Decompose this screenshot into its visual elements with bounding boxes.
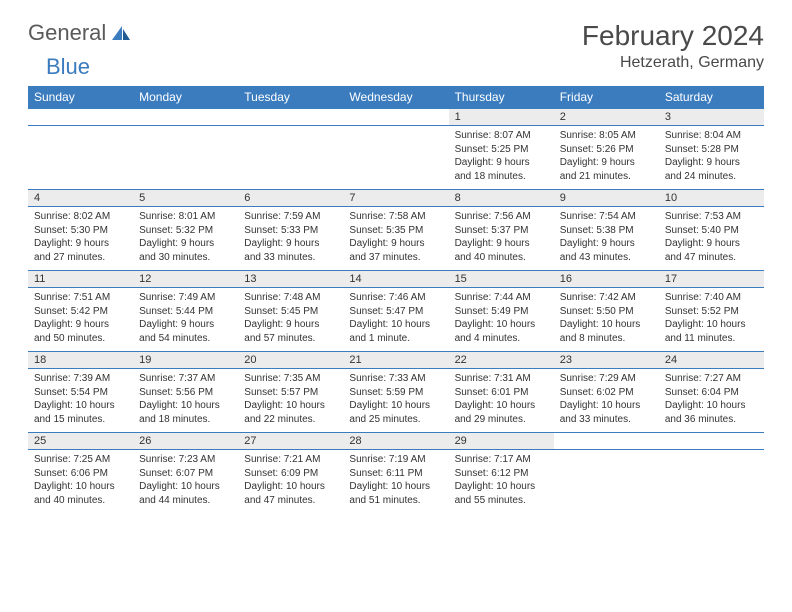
logo: General xyxy=(28,20,136,46)
day-number-cell: 28 xyxy=(343,433,448,450)
day-number-cell: 13 xyxy=(238,271,343,288)
day-header: Wednesday xyxy=(343,86,448,109)
day-header: Saturday xyxy=(659,86,764,109)
day-number-cell: 26 xyxy=(133,433,238,450)
day-number-cell: 23 xyxy=(554,352,659,369)
day-detail-cell: Sunrise: 7:31 AMSunset: 6:01 PMDaylight:… xyxy=(449,369,554,433)
day-detail-cell: Sunrise: 7:17 AMSunset: 6:12 PMDaylight:… xyxy=(449,450,554,514)
day-detail-cell: Sunrise: 7:40 AMSunset: 5:52 PMDaylight:… xyxy=(659,288,764,352)
calendar-table: SundayMondayTuesdayWednesdayThursdayFrid… xyxy=(28,86,764,513)
day-number-cell: 1 xyxy=(449,109,554,126)
title-block: February 2024 Hetzerath, Germany xyxy=(582,20,764,72)
day-number-cell: 18 xyxy=(28,352,133,369)
day-detail-cell: Sunrise: 7:44 AMSunset: 5:49 PMDaylight:… xyxy=(449,288,554,352)
location: Hetzerath, Germany xyxy=(582,54,764,72)
day-detail-cell: Sunrise: 7:58 AMSunset: 5:35 PMDaylight:… xyxy=(343,207,448,271)
day-detail-cell: Sunrise: 7:35 AMSunset: 5:57 PMDaylight:… xyxy=(238,369,343,433)
day-detail-cell: Sunrise: 7:49 AMSunset: 5:44 PMDaylight:… xyxy=(133,288,238,352)
day-detail-cell: Sunrise: 7:53 AMSunset: 5:40 PMDaylight:… xyxy=(659,207,764,271)
day-detail-cell xyxy=(28,126,133,190)
day-detail-cell: Sunrise: 7:33 AMSunset: 5:59 PMDaylight:… xyxy=(343,369,448,433)
day-number-cell xyxy=(554,433,659,450)
day-number-cell: 15 xyxy=(449,271,554,288)
day-detail-cell xyxy=(238,126,343,190)
day-number-cell: 29 xyxy=(449,433,554,450)
day-number-cell xyxy=(659,433,764,450)
logo-text-general: General xyxy=(28,20,106,46)
day-detail-cell: Sunrise: 8:01 AMSunset: 5:32 PMDaylight:… xyxy=(133,207,238,271)
day-number-cell xyxy=(343,109,448,126)
day-detail-cell: Sunrise: 7:39 AMSunset: 5:54 PMDaylight:… xyxy=(28,369,133,433)
day-detail-cell: Sunrise: 7:29 AMSunset: 6:02 PMDaylight:… xyxy=(554,369,659,433)
day-detail-cell: Sunrise: 7:59 AMSunset: 5:33 PMDaylight:… xyxy=(238,207,343,271)
day-number-cell: 27 xyxy=(238,433,343,450)
day-detail-cell: Sunrise: 7:42 AMSunset: 5:50 PMDaylight:… xyxy=(554,288,659,352)
day-detail-cell xyxy=(554,450,659,514)
day-number-cell: 20 xyxy=(238,352,343,369)
day-header: Sunday xyxy=(28,86,133,109)
calendar-page: General February 2024 Hetzerath, Germany… xyxy=(0,0,792,533)
day-number-cell: 9 xyxy=(554,190,659,207)
day-detail-cell: Sunrise: 8:02 AMSunset: 5:30 PMDaylight:… xyxy=(28,207,133,271)
day-detail-cell: Sunrise: 7:56 AMSunset: 5:37 PMDaylight:… xyxy=(449,207,554,271)
day-detail-cell: Sunrise: 8:05 AMSunset: 5:26 PMDaylight:… xyxy=(554,126,659,190)
day-detail-cell xyxy=(659,450,764,514)
day-detail-cell: Sunrise: 7:21 AMSunset: 6:09 PMDaylight:… xyxy=(238,450,343,514)
day-detail-cell: Sunrise: 7:25 AMSunset: 6:06 PMDaylight:… xyxy=(28,450,133,514)
day-number-cell: 22 xyxy=(449,352,554,369)
day-number-cell: 21 xyxy=(343,352,448,369)
day-number-cell: 10 xyxy=(659,190,764,207)
day-number-cell: 17 xyxy=(659,271,764,288)
day-header: Tuesday xyxy=(238,86,343,109)
day-detail-cell xyxy=(343,126,448,190)
calendar-header-row: SundayMondayTuesdayWednesdayThursdayFrid… xyxy=(28,86,764,109)
day-number-cell: 3 xyxy=(659,109,764,126)
day-number-cell xyxy=(238,109,343,126)
day-detail-cell: Sunrise: 7:23 AMSunset: 6:07 PMDaylight:… xyxy=(133,450,238,514)
day-number-cell: 11 xyxy=(28,271,133,288)
day-number-cell: 6 xyxy=(238,190,343,207)
day-number-cell xyxy=(28,109,133,126)
day-number-cell: 4 xyxy=(28,190,133,207)
day-detail-cell: Sunrise: 7:37 AMSunset: 5:56 PMDaylight:… xyxy=(133,369,238,433)
day-detail-cell: Sunrise: 7:54 AMSunset: 5:38 PMDaylight:… xyxy=(554,207,659,271)
day-header: Thursday xyxy=(449,86,554,109)
month-title: February 2024 xyxy=(582,20,764,52)
calendar-body: 123 Sunrise: 8:07 AMSunset: 5:25 PMDayli… xyxy=(28,109,764,514)
day-number-cell: 16 xyxy=(554,271,659,288)
logo-text-blue: Blue xyxy=(46,54,90,80)
day-detail-cell: Sunrise: 7:46 AMSunset: 5:47 PMDaylight:… xyxy=(343,288,448,352)
day-number-cell: 8 xyxy=(449,190,554,207)
day-detail-cell: Sunrise: 8:07 AMSunset: 5:25 PMDaylight:… xyxy=(449,126,554,190)
day-number-cell: 25 xyxy=(28,433,133,450)
day-detail-cell: Sunrise: 7:48 AMSunset: 5:45 PMDaylight:… xyxy=(238,288,343,352)
day-number-cell: 12 xyxy=(133,271,238,288)
day-number-cell: 5 xyxy=(133,190,238,207)
day-number-cell: 19 xyxy=(133,352,238,369)
day-detail-cell: Sunrise: 7:19 AMSunset: 6:11 PMDaylight:… xyxy=(343,450,448,514)
day-detail-cell: Sunrise: 8:04 AMSunset: 5:28 PMDaylight:… xyxy=(659,126,764,190)
day-header: Monday xyxy=(133,86,238,109)
day-header: Friday xyxy=(554,86,659,109)
day-number-cell: 24 xyxy=(659,352,764,369)
day-number-cell: 14 xyxy=(343,271,448,288)
day-detail-cell xyxy=(133,126,238,190)
day-detail-cell: Sunrise: 7:27 AMSunset: 6:04 PMDaylight:… xyxy=(659,369,764,433)
logo-sail-icon xyxy=(110,24,132,42)
day-number-cell xyxy=(133,109,238,126)
day-detail-cell: Sunrise: 7:51 AMSunset: 5:42 PMDaylight:… xyxy=(28,288,133,352)
day-number-cell: 2 xyxy=(554,109,659,126)
day-number-cell: 7 xyxy=(343,190,448,207)
